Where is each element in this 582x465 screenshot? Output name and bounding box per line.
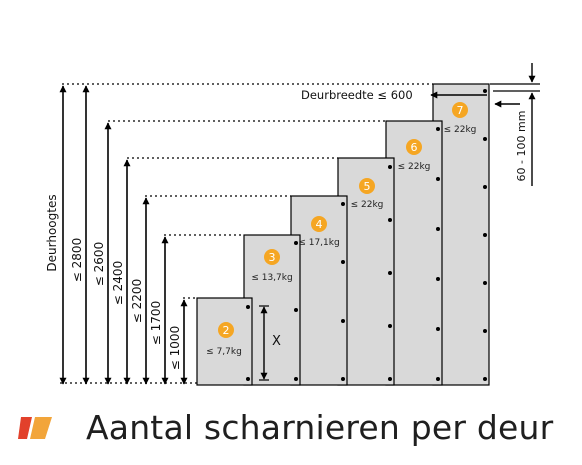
brand-logo-icon (18, 417, 52, 439)
door-hinge-count-7: 7 (457, 104, 464, 117)
hinge-dots (246, 89, 487, 381)
door-hinge-count-3: 3 (269, 251, 276, 264)
page-title: Aantal scharnieren per deur (86, 408, 554, 447)
door-weight-2: ≤ 7,7kg (206, 347, 242, 357)
height-axis-label: Deurhoogtes (45, 194, 59, 271)
offset-label: 60 - 100 mm (515, 111, 528, 182)
hinge-diagram: 2 ≤ 7,7kg 3 ≤ 13,7kg 4 ≤ 17,1kg 5 ≤ 22kg… (45, 63, 540, 386)
door-hinge-count-5: 5 (364, 180, 371, 193)
door-panel-2 (196, 297, 253, 386)
width-label: Deurbreedte ≤ 600 (301, 88, 413, 102)
door-weight-5: ≤ 22kg (351, 200, 384, 210)
door-label-3: 3 ≤ 13,7kg (251, 249, 293, 283)
door-label-7: 7 ≤ 22kg (444, 102, 477, 135)
door-weight-4: ≤ 17,1kg (298, 238, 339, 248)
height-limit-2400: ≤ 2400 (111, 261, 125, 305)
door-hinge-count-6: 6 (411, 141, 418, 154)
door-hinge-count-2: 2 (223, 324, 230, 337)
door-label-2: 2 ≤ 7,7kg (206, 322, 242, 357)
footer: Aantal scharnieren per deur (0, 398, 582, 458)
height-limit-2600: ≤ 2600 (92, 242, 106, 286)
height-limit-2200: ≤ 2200 (130, 279, 144, 323)
door-panel-6 (385, 120, 443, 386)
door-label-4: 4 ≤ 17,1kg (298, 216, 340, 248)
door-hinge-count-4: 4 (316, 218, 323, 231)
height-limit-1000: ≤ 1000 (168, 326, 182, 370)
door-weight-6: ≤ 22kg (398, 162, 431, 172)
door-label-6: 6 ≤ 22kg (398, 139, 431, 172)
height-limit-2800: ≤ 2800 (70, 238, 84, 282)
height-limit-1700: ≤ 1700 (149, 301, 163, 345)
door-weight-7: ≤ 22kg (444, 125, 477, 135)
door-label-5: 5 ≤ 22kg (351, 178, 384, 210)
door-weight-3: ≤ 13,7kg (251, 273, 292, 283)
x-dimension-label: X (272, 334, 281, 349)
